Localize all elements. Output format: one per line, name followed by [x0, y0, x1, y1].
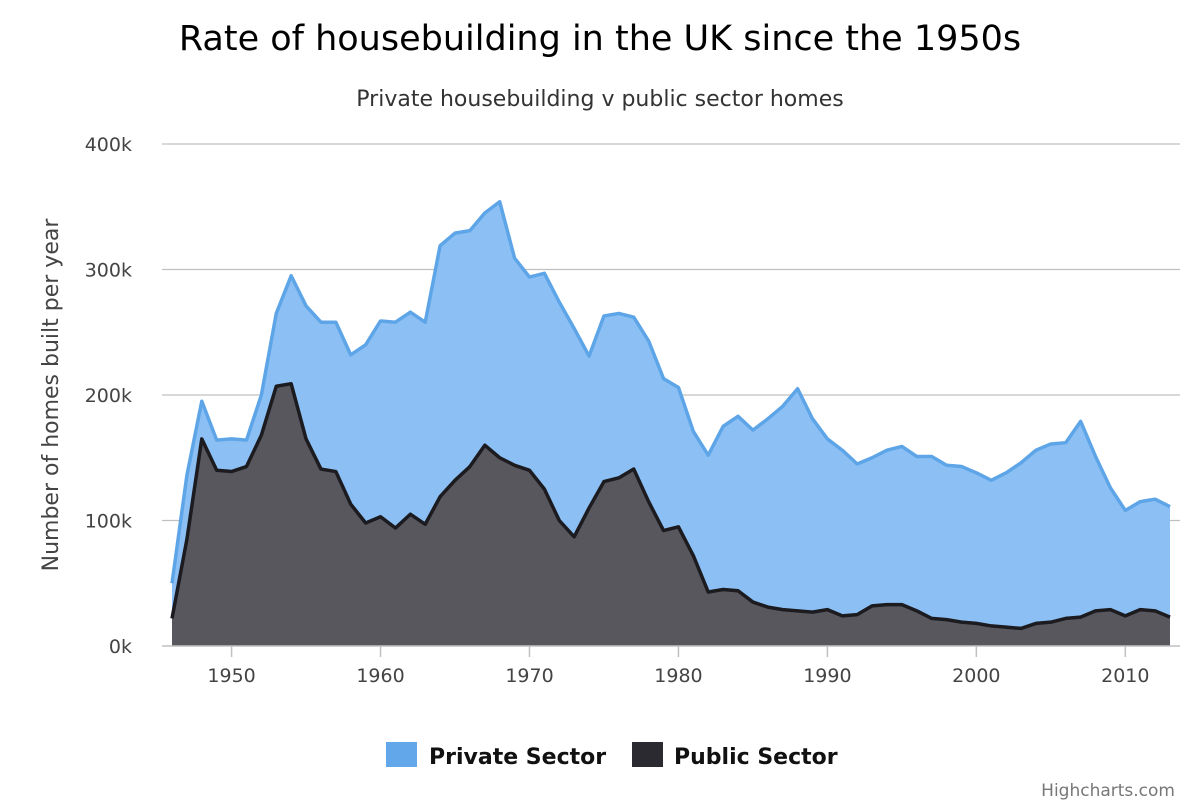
x-tick-label: 2000 [952, 665, 1000, 687]
legend-swatch-private [386, 742, 417, 767]
plot-areas [170, 199, 1171, 646]
x-tick-label: 2010 [1101, 665, 1149, 687]
legend-label-private: Private Sector [429, 745, 606, 770]
x-tick-label: 1950 [207, 665, 255, 687]
x-tick-label: 1970 [505, 665, 553, 687]
y-tick-label: 0k [109, 636, 132, 658]
public-sector-area[interactable] [172, 383, 1170, 646]
legend-swatch-public [632, 742, 663, 767]
legend-item-private[interactable]: Private Sector [386, 742, 606, 770]
public-sector-line[interactable] [170, 381, 1171, 631]
y-axis: 0k 100k 200k 300k 400k [85, 134, 132, 658]
x-tick-label: 1960 [356, 665, 404, 687]
x-tick-label: 1990 [803, 665, 851, 687]
y-tick-label: 100k [85, 511, 132, 533]
legend-label-public: Public Sector [674, 745, 838, 770]
y-tick-label: 200k [85, 385, 132, 407]
y-tick-label: 400k [85, 134, 132, 156]
credit-link[interactable]: Highcharts.com [1041, 781, 1175, 800]
chart-subtitle: Private housebuilding v public sector ho… [356, 87, 843, 112]
y-axis-label: Number of homes built per year [39, 218, 64, 572]
legend: Private Sector Public Sector [386, 742, 838, 770]
y-tick-label: 300k [85, 260, 132, 282]
x-axis: 1950 1960 1970 1980 1990 2000 2010 [162, 645, 1180, 687]
legend-item-public[interactable]: Public Sector [632, 742, 838, 770]
chart-title: Rate of housebuilding in the UK since th… [179, 19, 1021, 59]
private-sector-line[interactable] [170, 199, 1171, 584]
x-tick-label: 1980 [654, 665, 702, 687]
